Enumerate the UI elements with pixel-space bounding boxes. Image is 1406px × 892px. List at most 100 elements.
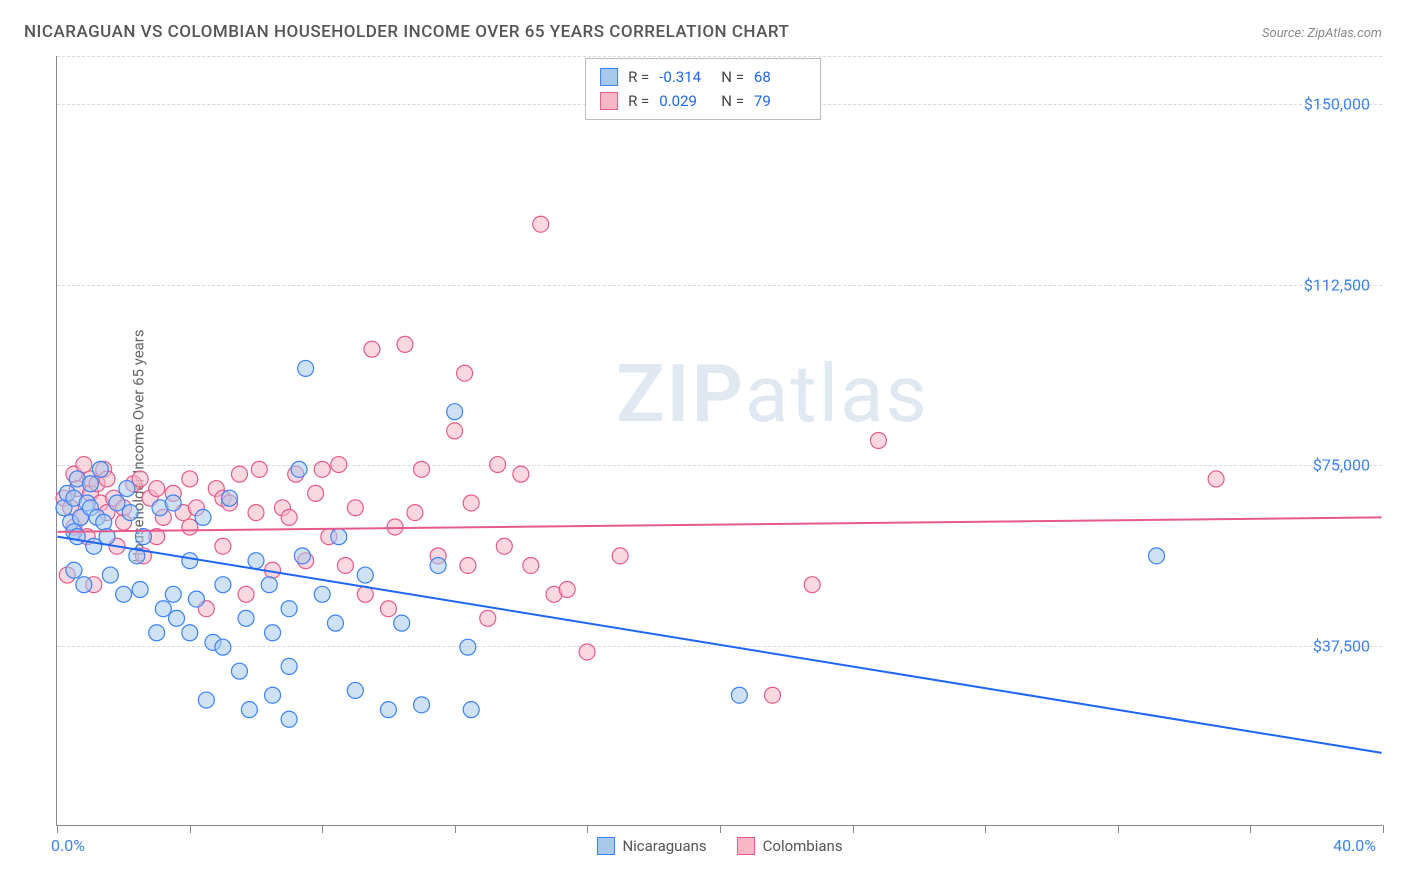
x-tick	[853, 825, 854, 833]
x-tick	[190, 825, 191, 833]
scatter-point	[222, 490, 238, 506]
scatter-point	[76, 457, 92, 473]
scatter-point	[804, 577, 820, 593]
scatter-point	[496, 538, 512, 554]
x-axis-min-label: 0.0%	[51, 836, 85, 855]
scatter-point	[281, 509, 297, 525]
scatter-point	[109, 495, 125, 511]
x-tick	[985, 825, 986, 833]
stats-r-label: R =	[628, 92, 649, 110]
regression-line	[57, 537, 1381, 753]
stats-r-label: R =	[628, 68, 649, 86]
scatter-point	[241, 702, 257, 718]
scatter-point	[731, 687, 747, 703]
scatter-point	[182, 519, 198, 535]
scatter-point	[182, 625, 198, 641]
scatter-point	[298, 360, 314, 376]
scatter-point	[122, 505, 138, 521]
scatter-point	[490, 457, 506, 473]
scatter-point	[281, 711, 297, 727]
legend-swatch	[596, 837, 614, 855]
scatter-point	[182, 471, 198, 487]
scatter-point	[149, 625, 165, 641]
x-tick	[455, 825, 456, 833]
stats-n-label: N =	[721, 92, 744, 110]
scatter-point	[215, 639, 231, 655]
x-tick	[1383, 825, 1384, 833]
legend-label: Colombians	[763, 837, 843, 855]
stats-box: R = -0.314 N = 68 R = 0.029 N = 79	[585, 58, 821, 120]
scatter-point	[248, 553, 264, 569]
x-tick	[57, 825, 58, 833]
scatter-point	[169, 610, 185, 626]
scatter-point	[238, 610, 254, 626]
bottom-legend: Nicaraguans Colombians	[596, 837, 842, 855]
scatter-point	[251, 461, 267, 477]
scatter-point	[215, 577, 231, 593]
scatter-point	[132, 582, 148, 598]
scatter-point	[331, 529, 347, 545]
scatter-point	[291, 461, 307, 477]
scatter-point	[195, 509, 211, 525]
stats-swatch	[600, 68, 618, 86]
scatter-point	[231, 663, 247, 679]
stats-r-value: -0.314	[659, 68, 711, 86]
scatter-point	[238, 586, 254, 602]
x-tick	[720, 825, 721, 833]
scatter-point	[380, 601, 396, 617]
scatter-point	[149, 481, 165, 497]
scatter-point	[559, 582, 575, 598]
scatter-point	[397, 336, 413, 352]
scatter-point	[188, 591, 204, 607]
scatter-point	[82, 476, 98, 492]
scatter-point	[764, 687, 780, 703]
scatter-point	[265, 625, 281, 641]
scatter-point	[314, 586, 330, 602]
stats-r-value: 0.029	[659, 92, 711, 110]
scatter-point	[380, 702, 396, 718]
scatter-point	[165, 586, 181, 602]
scatter-point	[357, 567, 373, 583]
scatter-point	[364, 341, 380, 357]
scatter-point	[513, 466, 529, 482]
x-tick	[1250, 825, 1251, 833]
stats-n-label: N =	[721, 68, 744, 86]
scatter-point	[394, 615, 410, 631]
scatter-point	[86, 538, 102, 554]
plot-area: $37,500$75,000$112,500$150,000 ZIPatlas …	[56, 56, 1382, 826]
chart-title: NICARAGUAN VS COLOMBIAN HOUSEHOLDER INCO…	[24, 22, 789, 42]
legend-item-nicaraguans: Nicaraguans	[596, 837, 706, 855]
scatter-point	[215, 538, 231, 554]
scatter-point	[463, 495, 479, 511]
scatter-point	[414, 697, 430, 713]
scatter-point	[294, 548, 310, 564]
scatter-point	[460, 639, 476, 655]
legend-swatch	[737, 837, 755, 855]
scatter-point	[116, 586, 132, 602]
scatter-svg	[57, 56, 1382, 825]
scatter-point	[612, 548, 628, 564]
scatter-point	[165, 495, 181, 511]
x-tick	[1118, 825, 1119, 833]
scatter-point	[281, 658, 297, 674]
scatter-point	[347, 682, 363, 698]
scatter-point	[119, 481, 135, 497]
scatter-point	[457, 365, 473, 381]
scatter-point	[66, 562, 82, 578]
scatter-point	[132, 471, 148, 487]
scatter-point	[102, 567, 118, 583]
scatter-point	[463, 702, 479, 718]
scatter-point	[387, 519, 403, 535]
scatter-point	[407, 505, 423, 521]
x-tick	[322, 825, 323, 833]
scatter-point	[480, 610, 496, 626]
stats-n-value: 68	[754, 68, 806, 86]
scatter-point	[460, 557, 476, 573]
stats-n-value: 79	[754, 92, 806, 110]
scatter-point	[533, 216, 549, 232]
stats-swatch	[600, 92, 618, 110]
scatter-point	[308, 485, 324, 501]
stats-row: R = 0.029 N = 79	[600, 89, 806, 113]
scatter-point	[331, 457, 347, 473]
x-tick	[587, 825, 588, 833]
